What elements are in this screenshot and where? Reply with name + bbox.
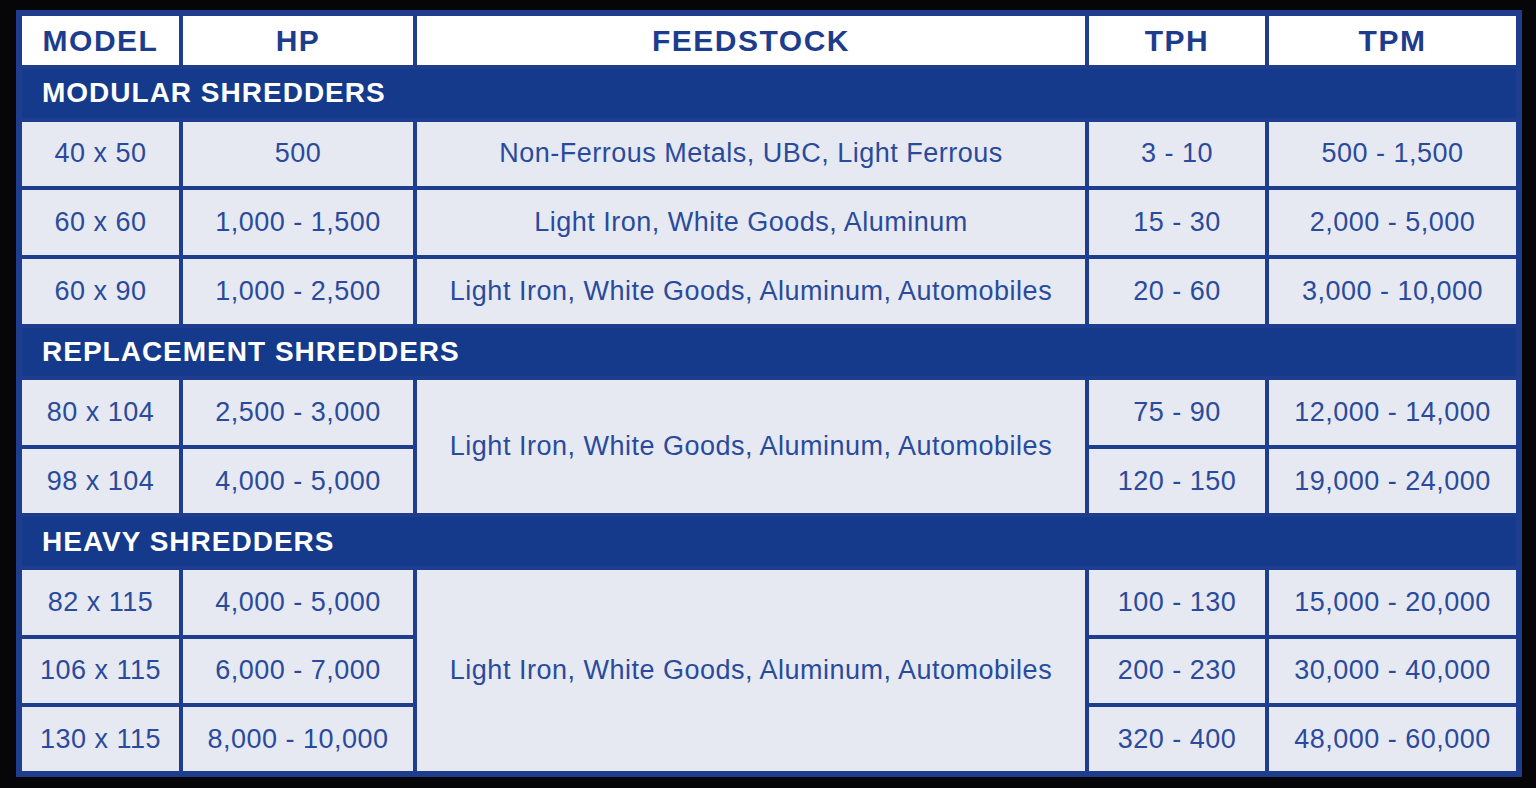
- hp-cell: 2,500 - 3,000: [181, 378, 415, 447]
- table-row: 80 x 1042,500 - 3,000Light Iron, White G…: [19, 378, 1519, 447]
- section-title-1: REPLACEMENT SHREDDERS: [19, 326, 1519, 379]
- tpm-cell: 48,000 - 60,000: [1267, 705, 1519, 774]
- hp-cell: 4,000 - 5,000: [181, 447, 415, 516]
- model-cell: 98 x 104: [19, 447, 181, 516]
- tph-cell: 75 - 90: [1087, 378, 1267, 447]
- section-title-0: MODULAR SHREDDERS: [19, 67, 1519, 120]
- tpm-cell: 2,000 - 5,000: [1267, 188, 1519, 257]
- column-header-row: MODEL HP FEEDSTOCK TPH TPM: [19, 13, 1519, 67]
- model-cell: 130 x 115: [19, 705, 181, 774]
- table-body: MODULAR SHREDDERS40 x 50500Non-Ferrous M…: [19, 67, 1519, 774]
- tpm-cell: 3,000 - 10,000: [1267, 257, 1519, 326]
- column-header-tpm: TPM: [1267, 13, 1519, 67]
- table-row: 60 x 901,000 - 2,500Light Iron, White Go…: [19, 257, 1519, 326]
- section-title-2: HEAVY SHREDDERS: [19, 515, 1519, 568]
- tpm-cell: 30,000 - 40,000: [1267, 637, 1519, 706]
- table-row: 82 x 1154,000 - 5,000Light Iron, White G…: [19, 568, 1519, 637]
- feedstock-cell-merged: Light Iron, White Goods, Aluminum, Autom…: [415, 568, 1087, 774]
- section-band-row: HEAVY SHREDDERS: [19, 515, 1519, 568]
- feedstock-cell: Light Iron, White Goods, Aluminum: [415, 188, 1087, 257]
- feedstock-cell-merged: Light Iron, White Goods, Aluminum, Autom…: [415, 378, 1087, 515]
- hp-cell: 500: [181, 120, 415, 189]
- tpm-cell: 19,000 - 24,000: [1267, 447, 1519, 516]
- tph-cell: 320 - 400: [1087, 705, 1267, 774]
- column-header-model: MODEL: [19, 13, 181, 67]
- hp-cell: 1,000 - 1,500: [181, 188, 415, 257]
- model-cell: 106 x 115: [19, 637, 181, 706]
- tph-cell: 20 - 60: [1087, 257, 1267, 326]
- feedstock-cell: Light Iron, White Goods, Aluminum, Autom…: [415, 257, 1087, 326]
- hp-cell: 1,000 - 2,500: [181, 257, 415, 326]
- tph-cell: 3 - 10: [1087, 120, 1267, 189]
- shredder-spec-table: MODEL HP FEEDSTOCK TPH TPM MODULAR SHRED…: [16, 10, 1522, 777]
- tph-cell: 200 - 230: [1087, 637, 1267, 706]
- column-header-feedstock: FEEDSTOCK: [415, 13, 1087, 67]
- tpm-cell: 500 - 1,500: [1267, 120, 1519, 189]
- tph-cell: 100 - 130: [1087, 568, 1267, 637]
- model-cell: 60 x 60: [19, 188, 181, 257]
- section-band-row: MODULAR SHREDDERS: [19, 67, 1519, 120]
- table-row: 60 x 601,000 - 1,500Light Iron, White Go…: [19, 188, 1519, 257]
- model-cell: 40 x 50: [19, 120, 181, 189]
- table-frame: MODEL HP FEEDSTOCK TPH TPM MODULAR SHRED…: [0, 0, 1536, 788]
- model-cell: 82 x 115: [19, 568, 181, 637]
- model-cell: 80 x 104: [19, 378, 181, 447]
- tph-cell: 15 - 30: [1087, 188, 1267, 257]
- feedstock-cell: Non-Ferrous Metals, UBC, Light Ferrous: [415, 120, 1087, 189]
- table-row: 40 x 50500Non-Ferrous Metals, UBC, Light…: [19, 120, 1519, 189]
- model-cell: 60 x 90: [19, 257, 181, 326]
- hp-cell: 4,000 - 5,000: [181, 568, 415, 637]
- section-band-row: REPLACEMENT SHREDDERS: [19, 326, 1519, 379]
- tph-cell: 120 - 150: [1087, 447, 1267, 516]
- column-header-hp: HP: [181, 13, 415, 67]
- hp-cell: 8,000 - 10,000: [181, 705, 415, 774]
- tpm-cell: 12,000 - 14,000: [1267, 378, 1519, 447]
- column-header-tph: TPH: [1087, 13, 1267, 67]
- tpm-cell: 15,000 - 20,000: [1267, 568, 1519, 637]
- hp-cell: 6,000 - 7,000: [181, 637, 415, 706]
